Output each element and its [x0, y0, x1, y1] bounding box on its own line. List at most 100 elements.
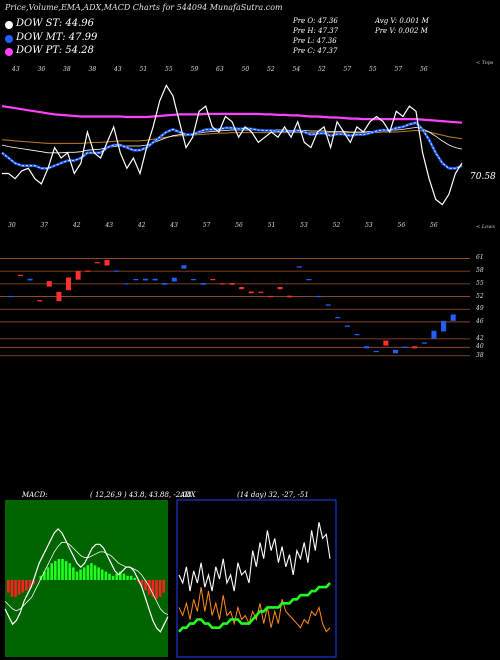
- macd-title: MACD:: [22, 491, 48, 499]
- macd-histogram-bar: [50, 563, 53, 580]
- bottom-tick-label: 30: [8, 222, 16, 229]
- volume-candle: [344, 325, 350, 327]
- macd-histogram-bar: [75, 571, 79, 580]
- adx-params: (14 day) 32, -27, -51: [237, 491, 309, 499]
- price-last-label: 70.58: [470, 172, 496, 182]
- volume-y-tick: 49: [476, 305, 484, 313]
- ema-mid-line: [1, 126, 463, 154]
- volume-y-tick: 55: [476, 279, 484, 287]
- volume-candle: [152, 278, 158, 281]
- volume-candle: [46, 281, 52, 287]
- volume-candle: [210, 278, 216, 281]
- volume-candle: [296, 266, 302, 268]
- macd-histogram-bar: [129, 575, 133, 580]
- macd-histogram-bar: [21, 580, 25, 593]
- volume-y-tick: 61: [476, 254, 484, 262]
- macd-histogram-bar: [162, 580, 165, 593]
- macd-histogram-bar: [17, 580, 21, 595]
- top-tick-label: 43: [12, 66, 20, 73]
- volume-candle: [123, 283, 129, 285]
- macd-histogram-bar: [10, 580, 14, 597]
- macd-histogram-bar: [14, 580, 17, 597]
- volume-candle: [248, 291, 254, 294]
- volume-candle: [441, 320, 447, 332]
- volume-candle: [229, 283, 235, 285]
- info-open: Pre O: 47.36: [293, 17, 338, 25]
- volume-candle: [133, 278, 139, 281]
- volume-y-tick: 52: [476, 292, 484, 300]
- top-tick-label: 38: [63, 66, 71, 73]
- macd-histogram-bar: [133, 577, 137, 580]
- top-tick-label: 57: [394, 66, 403, 73]
- top-tick-label: 57: [343, 66, 352, 73]
- bottom-tick-label: 37: [40, 222, 49, 229]
- bottom-tick-label: 56: [430, 222, 438, 229]
- top-tick-label: 36: [37, 66, 46, 73]
- volume-candle: [364, 346, 370, 349]
- volume-candle: [219, 283, 225, 285]
- chart-title: Price,Volume,EMA,ADX,MACD Charts for 544…: [5, 3, 283, 12]
- volume-y-tick: 42: [476, 334, 484, 342]
- macd-histogram-bar: [155, 580, 158, 599]
- macd-histogram-bar: [86, 565, 90, 580]
- top-tick-label: 38: [88, 66, 97, 73]
- volume-candle: [37, 300, 43, 302]
- macd-histogram-bar: [158, 580, 162, 597]
- top-tick-label: 52: [318, 66, 326, 73]
- info-avg-volume: Avg V: 0.001 M: [375, 17, 429, 25]
- volume-candle: [392, 349, 398, 354]
- volume-candle: [306, 278, 312, 281]
- bottom-tick-label: 42: [137, 222, 146, 229]
- volume-candle: [27, 278, 33, 281]
- volume-candle: [94, 262, 100, 264]
- macd-histogram-bar: [115, 573, 119, 580]
- top-tick-label: 63: [216, 66, 224, 73]
- macd-histogram-bar: [7, 580, 10, 593]
- ema-slow-line: [1, 129, 463, 144]
- volume-candle: [431, 330, 437, 339]
- macd-histogram-bar: [46, 567, 50, 580]
- volume-candle: [325, 304, 331, 306]
- legend-st-swatch: [5, 21, 13, 29]
- macd-signal-line: [4, 541, 169, 616]
- macd-params: ( 12,26,9 ) 43.8, 43.88, -2.08: [90, 491, 192, 499]
- adx-line: [178, 582, 331, 633]
- top-tick-label: 52: [267, 66, 275, 73]
- macd-histogram-bar: [104, 571, 108, 580]
- macd-histogram-bar: [32, 580, 35, 585]
- bottom-tick-label: 43: [170, 222, 178, 229]
- volume-candle: [316, 295, 322, 298]
- volume-candle: [171, 277, 177, 282]
- macd-histogram-bar: [144, 580, 147, 591]
- legend-pt-swatch: [5, 48, 13, 56]
- volume-candle: [450, 314, 456, 321]
- volume-candle: [162, 283, 168, 285]
- info-low: Pre L: 47.36: [293, 37, 337, 45]
- volume-y-tick: 38: [476, 351, 484, 359]
- top-tick-label: 59: [190, 66, 199, 73]
- macd-line: [4, 528, 169, 633]
- legend-mt: DOW MT: 47.99: [16, 32, 98, 43]
- volume-candle: [354, 333, 360, 336]
- macd-histogram-bar: [72, 567, 75, 580]
- macd-histogram-bar: [93, 565, 97, 580]
- adx-plus-di-line: [178, 522, 331, 592]
- volume-candle: [104, 259, 110, 266]
- macd-histogram-bar: [126, 575, 129, 580]
- volume-candle: [277, 287, 283, 290]
- adx-minus-di-line: [178, 587, 331, 633]
- macd-histogram-bar: [43, 571, 46, 580]
- close-line: [2, 84, 463, 206]
- volume-candle: [200, 283, 206, 285]
- mt-line: [1, 121, 463, 170]
- top-tick-label: 54: [292, 66, 301, 73]
- bottom-tick-label: 52: [332, 222, 341, 229]
- info-prev-volume: Pre V: 0.002 M: [375, 27, 428, 35]
- macd-histogram-bar: [28, 580, 32, 589]
- macd-histogram-bar: [122, 573, 126, 580]
- macd-histogram-bar: [108, 573, 111, 580]
- volume-candle: [335, 317, 341, 319]
- tops-label: < Tops: [476, 60, 494, 66]
- macd-histogram-bar: [90, 563, 93, 580]
- top-tick-label: 55: [369, 66, 377, 73]
